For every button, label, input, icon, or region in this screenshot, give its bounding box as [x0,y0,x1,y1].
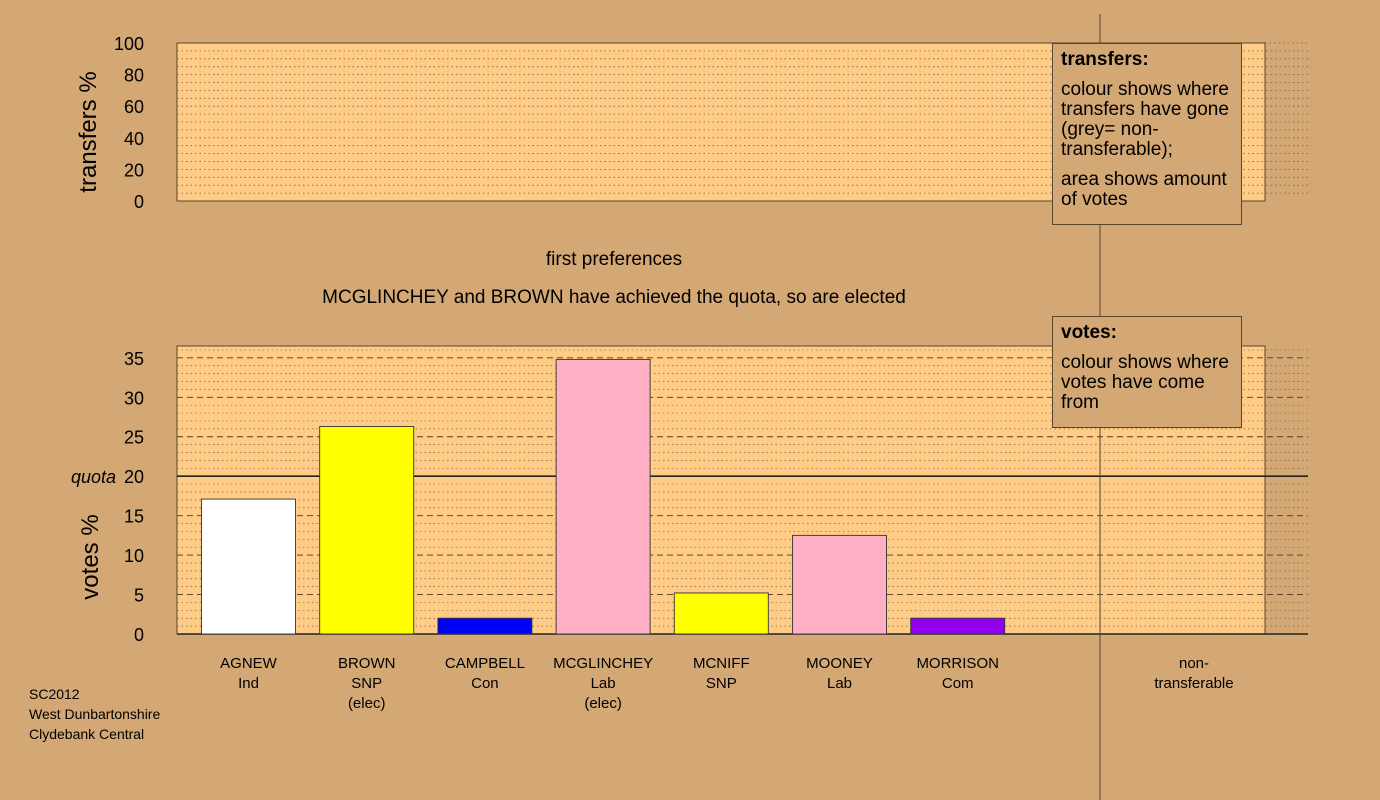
bar-brown [319,426,415,635]
transfers-y-tick-label: 60 [124,97,144,117]
transfers-y-tick-label: 40 [124,129,144,149]
candidate-labels: AGNEW Ind BROWN SNP (elec) CAMPBELL Con MCGLINC… [220,655,1233,712]
candidate-label-mcglinchey: Lab [591,675,616,692]
votes-legend-text: colour shows where votes have come from [1061,352,1229,413]
candidate-label-campbell: Con [471,675,499,692]
candidate-label-morrison: Com [942,675,974,692]
transfers-legend-title: transfers: [1061,49,1149,70]
transfers-y-tick-label: 0 [134,192,144,212]
votes-y-tick-label: 5 [134,586,144,606]
footer-council: West Dunbartonshire [29,706,161,722]
votes-y-ticks: 0 5 10 15 20 25 30 35 [124,349,144,645]
votes-legend: votes: colour shows where votes have com… [1052,316,1242,428]
transfers-y-tick-label: 100 [114,34,144,54]
transfers-legend-text-2: area shows amount of votes [1061,169,1227,210]
votes-axis-title: votes % [77,514,104,599]
votes-y-tick-label: 25 [124,428,144,448]
candidate-label-agnew: Ind [238,675,259,692]
transfers-axis-title: transfers % [75,71,102,192]
transfers-y-ticks: 0 20 40 60 80 100 [114,34,144,212]
chart-subtitle: MCGLINCHEY and BROWN have achieved the q… [322,287,906,308]
transfers-y-tick-label: 80 [124,66,144,86]
candidate-label-brown: SNP [351,675,382,692]
candidate-label-agnew: AGNEW [220,655,278,672]
votes-y-tick-label: 15 [124,507,144,527]
candidate-label-mooney: Lab [827,675,852,692]
candidate-label-mcglinchey: (elec) [584,695,622,712]
votes-y-tick-label: 20 [124,467,144,487]
votes-y-tick-label: 10 [124,546,144,566]
nontransferable-label: non- [1179,655,1209,672]
candidate-label-mcniff: SNP [706,675,737,692]
chart-title: first preferences [546,249,682,270]
transfers-legend-text-1: colour shows where transfers have gone (… [1061,79,1229,160]
footer-info: SC2012 West Dunbartonshire Clydebank Cen… [29,684,160,744]
footer-ward: Clydebank Central [29,726,145,742]
transfers-legend: transfers: colour shows where transfers … [1052,43,1242,225]
transfers-y-tick-label: 20 [124,160,144,180]
candidate-label-brown: (elec) [348,695,386,712]
bar-mcniff [673,592,769,635]
footer-election: SC2012 [29,686,80,702]
nontransferable-label: transferable [1154,675,1233,692]
votes-bars [201,358,1006,635]
bar-agnew [201,498,296,635]
votes-legend-title: votes: [1061,322,1117,343]
votes-y-tick-label: 0 [134,625,144,645]
candidate-label-mcglinchey: MCGLINCHEY [553,655,653,672]
candidate-label-mooney: MOONEY [806,655,873,672]
bar-mcglinchey [555,358,651,635]
votes-y-tick-label: 30 [124,388,144,408]
candidate-label-campbell: CAMPBELL [445,655,525,672]
candidate-label-morrison: MORRISON [916,655,999,672]
votes-y-tick-label: 35 [124,349,144,369]
candidate-label-brown: BROWN [338,655,396,672]
bar-morrison [910,617,1006,635]
bar-campbell [437,617,533,635]
quota-label: quota [71,467,116,487]
bar-mooney [792,534,887,635]
candidate-label-mcniff: MCNIFF [693,655,750,672]
